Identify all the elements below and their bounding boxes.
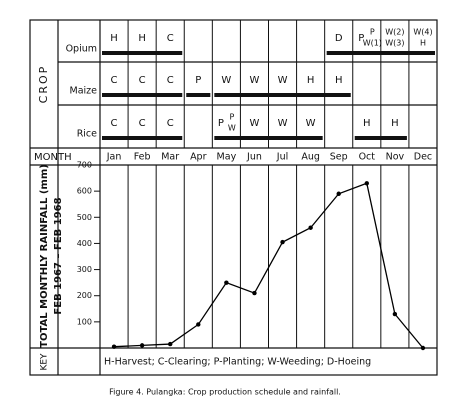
crop-name: Opium [66, 44, 97, 55]
activity-label: P [229, 113, 234, 122]
y-tick-label: 500 [77, 213, 92, 222]
activity-label: W [228, 124, 236, 133]
schedule-bar [186, 93, 211, 97]
activity-label: C [111, 118, 118, 129]
y-tick-label: 400 [77, 239, 92, 248]
rainfall-point [224, 280, 229, 285]
x-tick-label: Oct [359, 152, 376, 163]
rainfall-point [336, 191, 341, 196]
y-axis-label: FEB 1967 – FEB 1968 [53, 197, 64, 314]
activity-label: P [218, 118, 224, 129]
activity-label: W [278, 75, 288, 86]
schedule-bar [102, 51, 183, 55]
rainfall-point [308, 225, 313, 230]
activity-label: H [335, 75, 343, 86]
x-tick-label: Nov [386, 152, 405, 163]
x-tick-label: Dec [414, 152, 432, 163]
x-tick-label: Sep [330, 152, 348, 163]
rainfall-point [392, 311, 398, 317]
activity-label: P [358, 33, 364, 44]
activity-label: H [110, 33, 118, 44]
activity-label: C [139, 118, 146, 129]
activity-label: H [420, 39, 426, 48]
y-axis-label: TOTAL MONTHLY RAINFALL (mm) [39, 164, 50, 348]
x-tick-label: Jan [106, 152, 122, 163]
y-tick-label: 300 [77, 265, 92, 274]
activity-label: W(1) [363, 39, 382, 48]
key-label: KEY [40, 353, 50, 371]
crop-name: Rice [77, 129, 97, 140]
activity-label: H [363, 118, 371, 129]
frame [29, 19, 438, 376]
x-tick-label: Jun [246, 152, 262, 163]
x-axis-label: MONTH [34, 152, 72, 163]
activity-label: C [167, 118, 174, 129]
schedule-bar [214, 93, 351, 97]
activity-label: C [167, 33, 174, 44]
activity-label: W(2) [385, 28, 404, 37]
activity-label: D [335, 33, 343, 44]
x-tick-label: Mar [161, 152, 179, 163]
activity-label: C [111, 75, 118, 86]
x-tick-label: Apr [190, 152, 207, 163]
x-tick-label: Aug [301, 152, 320, 163]
schedule-bar [214, 136, 323, 140]
activity-label: P [370, 28, 375, 37]
rainfall-point [364, 181, 369, 186]
rainfall-point [280, 239, 285, 245]
rainfall-point [420, 345, 426, 351]
activity-label: W [250, 75, 260, 86]
schedule-bar [354, 136, 407, 140]
key-text: H-Harvest; C-Clearing; P-Planting; W-Wee… [104, 357, 371, 368]
rainfall-point [252, 290, 257, 296]
schedule-bar [102, 136, 183, 140]
caption: Figure 4. Pulangka: Crop production sche… [109, 388, 341, 397]
activity-label: W [250, 118, 260, 129]
activity-label: H [391, 118, 399, 129]
rainfall-point [111, 344, 117, 349]
activity-label: H [307, 75, 315, 86]
x-tick-label: May [217, 152, 237, 163]
y-tick-label: 600 [77, 187, 92, 196]
activity-label: W [221, 75, 231, 86]
schedule-bar [326, 51, 435, 55]
activity-label: C [139, 75, 146, 86]
activity-label: H [138, 33, 146, 44]
x-tick-label: Feb [134, 152, 151, 163]
activity-label: C [167, 75, 174, 86]
rainfall-point [168, 341, 173, 347]
activity-label: W [306, 118, 316, 129]
activity-label: W [278, 118, 288, 129]
schedule-bar [102, 93, 183, 97]
x-tick-label: Jul [276, 152, 288, 163]
y-tick-label: 200 [77, 291, 92, 300]
rainfall-point [139, 343, 145, 348]
activity-label: P [195, 75, 201, 86]
crop-name: Maize [70, 86, 98, 97]
y-tick-label: 700 [77, 161, 92, 170]
activity-label: W(3) [385, 39, 404, 48]
activity-label: W(4) [413, 28, 432, 37]
rainfall-line [114, 182, 424, 349]
crop-axis-label: CROP [37, 65, 50, 104]
y-tick-label: 100 [77, 317, 92, 326]
rainfall-point [196, 322, 201, 327]
